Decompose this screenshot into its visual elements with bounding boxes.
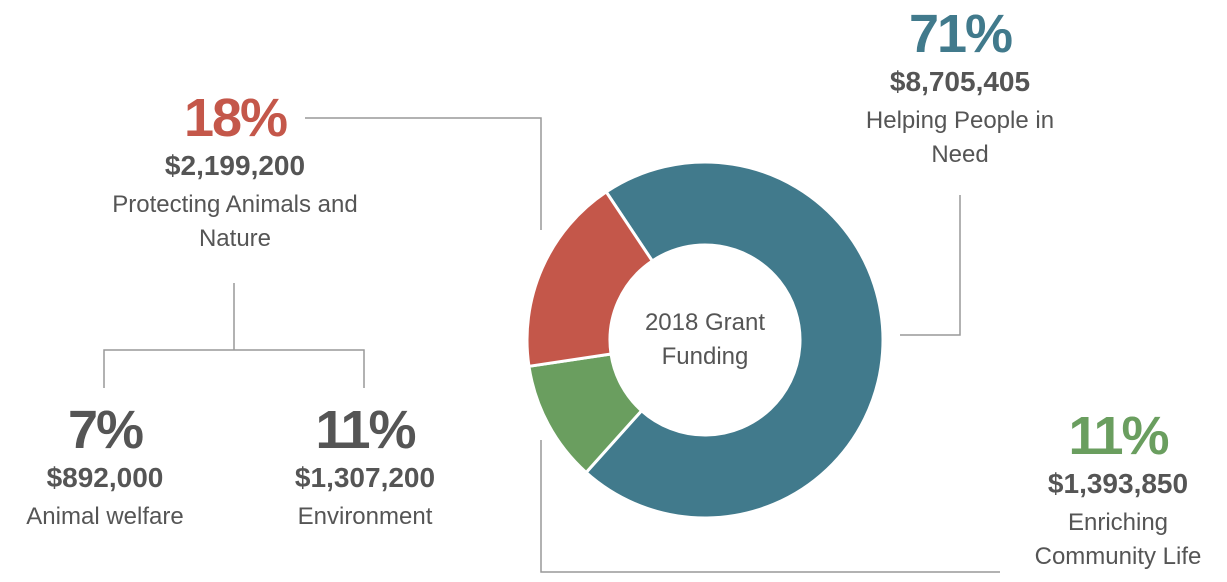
segment-callout: 18% $2,199,200 Protecting Animals and Na…: [105, 88, 365, 256]
category: Enriching Community Life: [1034, 509, 1202, 570]
segment-callout: 71% $8,705,405 Helping People in Need: [840, 4, 1080, 172]
amount: $892,000: [46, 462, 164, 493]
segment-callout: 11% $1,393,850 Enriching Community Life: [1023, 406, 1213, 574]
category: Protecting Animals and Nature: [112, 191, 358, 252]
percent: 18%: [183, 88, 288, 148]
amount: $1,307,200: [294, 462, 436, 493]
connector: [540, 440, 1000, 573]
category: Animal welfare: [26, 503, 184, 530]
percent: 11%: [1068, 406, 1169, 466]
connector: [103, 349, 365, 388]
amount: $1,393,850: [1047, 468, 1189, 499]
percent: 71%: [908, 4, 1013, 64]
percent: 11%: [315, 400, 416, 460]
percent: 7%: [67, 400, 144, 460]
breakdown-callout: 7% $892,000 Animal welfare: [0, 400, 210, 534]
center-label: 2018 Grant Funding: [644, 309, 766, 370]
category: Environment: [297, 503, 433, 530]
connector: [305, 117, 542, 230]
category: Helping People in Need: [865, 107, 1055, 168]
connector: [900, 195, 961, 336]
donut-segment: [584, 160, 885, 520]
amount: $8,705,405: [889, 66, 1031, 97]
amount: $2,199,200: [164, 150, 306, 181]
donut-segment: [525, 189, 655, 369]
breakdown-callout: 11% $1,307,200 Environment: [260, 400, 470, 534]
